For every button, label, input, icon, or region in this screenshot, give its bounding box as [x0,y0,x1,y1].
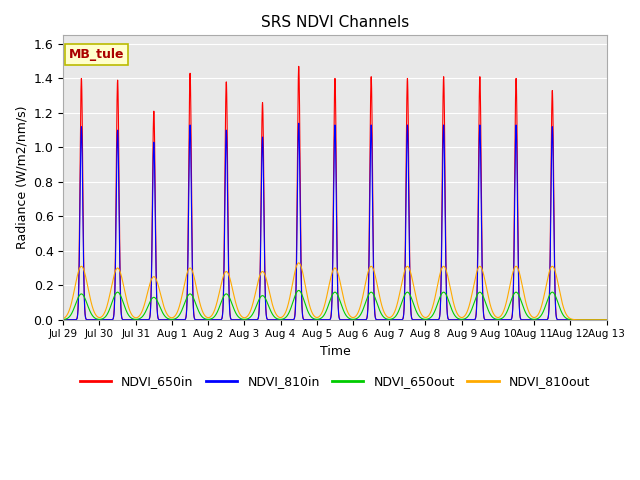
NDVI_810out [295,260,303,266]
Line: NDVI_810in: NDVI_810in [63,123,607,320]
NDVI_810in [487,317,495,323]
Y-axis label: Radiance (W/m2/nm/s): Radiance (W/m2/nm/s) [15,106,28,249]
NDVI_650in [603,317,611,323]
NDVI_650in [410,317,418,323]
NDVI_650in [263,314,271,320]
NDVI_810in [170,317,178,323]
NDVI_650out [263,298,271,304]
NDVI_810out [601,317,609,323]
NDVI_810in [263,315,271,321]
NDVI_650in [295,63,303,69]
NDVI_810out [263,277,271,283]
NDVI_810in [601,317,609,323]
NDVI_650out [295,288,303,293]
NDVI_650in [170,317,178,323]
NDVI_650in [175,317,183,323]
NDVI_810in [60,317,67,323]
Line: NDVI_650in: NDVI_650in [63,66,607,320]
NDVI_810out [410,284,418,290]
X-axis label: Time: Time [319,345,350,358]
NDVI_810in [603,317,611,323]
Line: NDVI_810out: NDVI_810out [63,263,607,320]
NDVI_810out [170,314,178,320]
NDVI_810out [60,316,67,322]
NDVI_810out [175,303,183,309]
NDVI_650out [487,312,495,318]
NDVI_650out [601,317,609,323]
NDVI_810in [295,120,303,126]
NDVI_650in [602,317,609,323]
NDVI_650in [60,317,67,323]
NDVI_810out [487,304,495,310]
NDVI_650in [601,317,609,323]
NDVI_810in [410,317,418,323]
NDVI_650in [487,317,495,323]
NDVI_650out [175,312,183,318]
NDVI_650out [410,302,418,308]
NDVI_810in [602,317,609,323]
NDVI_650out [170,316,178,322]
NDVI_810out [603,317,611,323]
NDVI_650out [603,317,611,323]
Title: SRS NDVI Channels: SRS NDVI Channels [260,15,409,30]
Legend: NDVI_650in, NDVI_810in, NDVI_650out, NDVI_810out: NDVI_650in, NDVI_810in, NDVI_650out, NDV… [75,370,595,393]
Line: NDVI_650out: NDVI_650out [63,290,607,320]
NDVI_810in [175,317,183,323]
Text: MB_tule: MB_tule [68,48,124,61]
NDVI_650out [60,317,67,323]
